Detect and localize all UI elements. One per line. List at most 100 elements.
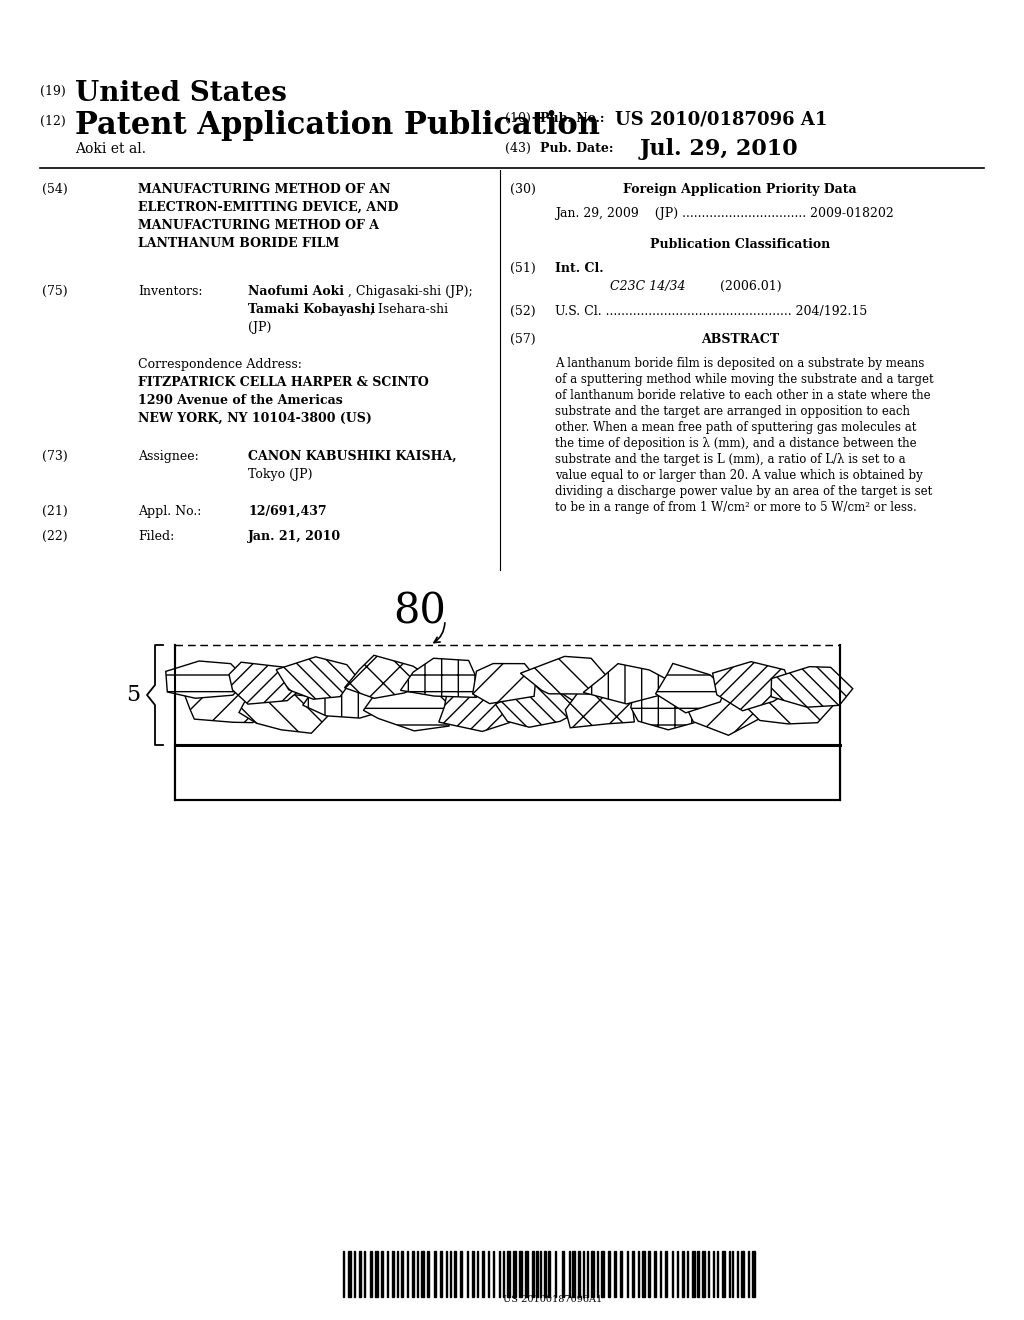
- Text: Pub. No.:: Pub. No.:: [540, 112, 604, 125]
- Polygon shape: [229, 663, 305, 704]
- Polygon shape: [496, 684, 585, 727]
- Text: the time of deposition is λ (mm), and a distance between the: the time of deposition is λ (mm), and a …: [555, 437, 916, 450]
- Polygon shape: [687, 681, 770, 735]
- Text: FITZPATRICK CELLA HARPER & SCINTO: FITZPATRICK CELLA HARPER & SCINTO: [138, 376, 429, 389]
- Text: Filed:: Filed:: [138, 531, 174, 543]
- Text: substrate and the target are arranged in opposition to each: substrate and the target are arranged in…: [555, 405, 910, 418]
- Text: U.S. Cl. ................................................ 204/192.15: U.S. Cl. ...............................…: [555, 305, 867, 318]
- Bar: [597, 1251, 598, 1296]
- Bar: [412, 1251, 414, 1296]
- Bar: [365, 1251, 366, 1296]
- Bar: [455, 1251, 457, 1296]
- Text: (54): (54): [42, 183, 68, 195]
- Text: to be in a range of from 1 W/cm² or more to 5 W/cm² or less.: to be in a range of from 1 W/cm² or more…: [555, 502, 916, 513]
- Text: , Isehara-shi: , Isehara-shi: [370, 304, 449, 315]
- Bar: [392, 1251, 394, 1296]
- Bar: [697, 1251, 698, 1296]
- Bar: [460, 1251, 463, 1296]
- Text: United States: United States: [75, 81, 287, 107]
- Bar: [500, 1251, 501, 1296]
- Bar: [648, 1251, 650, 1296]
- Bar: [175, 645, 840, 744]
- Text: Naofumi Aoki: Naofumi Aoki: [248, 285, 344, 298]
- Polygon shape: [166, 661, 247, 698]
- Text: Tamaki Kobayashi: Tamaki Kobayashi: [248, 304, 375, 315]
- Bar: [532, 1251, 534, 1296]
- Text: (2006.01): (2006.01): [720, 280, 781, 293]
- Bar: [440, 1251, 442, 1296]
- Polygon shape: [565, 686, 634, 727]
- Bar: [450, 1251, 451, 1296]
- Text: (57): (57): [510, 333, 536, 346]
- Bar: [722, 1251, 725, 1296]
- Bar: [677, 1251, 678, 1296]
- Bar: [375, 1251, 379, 1296]
- Text: US 2010/0187096 A1: US 2010/0187096 A1: [615, 110, 827, 128]
- Polygon shape: [520, 656, 609, 694]
- Text: NEW YORK, NY 10104-3800 (US): NEW YORK, NY 10104-3800 (US): [138, 412, 372, 425]
- Text: Int. Cl.: Int. Cl.: [555, 261, 603, 275]
- Bar: [683, 1251, 684, 1296]
- Bar: [387, 1251, 388, 1296]
- Text: MANUFACTURING METHOD OF A: MANUFACTURING METHOD OF A: [138, 219, 379, 232]
- Bar: [702, 1251, 705, 1296]
- Bar: [665, 1251, 668, 1296]
- Bar: [519, 1251, 522, 1296]
- Bar: [549, 1251, 550, 1296]
- Text: Correspondence Address:: Correspondence Address:: [138, 358, 302, 371]
- Text: Publication Classification: Publication Classification: [650, 238, 830, 251]
- Text: (73): (73): [42, 450, 68, 463]
- Text: Aoki et al.: Aoki et al.: [75, 143, 146, 156]
- Bar: [467, 1251, 469, 1296]
- Bar: [578, 1251, 580, 1296]
- Bar: [493, 1251, 494, 1296]
- Text: of a sputtering method while moving the substrate and a target: of a sputtering method while moving the …: [555, 374, 934, 385]
- Bar: [673, 1251, 674, 1296]
- Bar: [401, 1251, 403, 1296]
- Text: of lanthanum boride relative to each other in a state where the: of lanthanum boride relative to each oth…: [555, 389, 931, 403]
- Polygon shape: [276, 657, 355, 700]
- Bar: [370, 1251, 372, 1296]
- Text: (43): (43): [505, 143, 530, 154]
- Bar: [692, 1251, 694, 1296]
- Bar: [488, 1251, 489, 1296]
- Text: (30): (30): [510, 183, 536, 195]
- Bar: [525, 1251, 528, 1296]
- Bar: [601, 1251, 604, 1296]
- Text: 12/691,437: 12/691,437: [248, 506, 327, 517]
- Bar: [620, 1251, 622, 1296]
- Polygon shape: [771, 667, 853, 708]
- Text: MANUFACTURING METHOD OF AN: MANUFACTURING METHOD OF AN: [138, 183, 390, 195]
- Bar: [654, 1251, 656, 1296]
- Bar: [632, 1251, 634, 1296]
- Bar: [748, 1251, 749, 1296]
- Bar: [731, 1251, 733, 1296]
- Bar: [508, 1251, 510, 1296]
- Bar: [660, 1251, 662, 1296]
- Bar: [614, 1251, 616, 1296]
- Text: value equal to or larger than 20. A value which is obtained by: value equal to or larger than 20. A valu…: [555, 469, 923, 482]
- Text: A lanthanum boride film is deposited on a substrate by means: A lanthanum boride film is deposited on …: [555, 356, 925, 370]
- Text: (10): (10): [505, 112, 530, 125]
- Text: (19): (19): [40, 84, 66, 98]
- Bar: [642, 1251, 645, 1296]
- Polygon shape: [473, 664, 536, 704]
- Bar: [717, 1251, 719, 1296]
- Text: (21): (21): [42, 506, 68, 517]
- Bar: [571, 1251, 575, 1296]
- Bar: [417, 1251, 418, 1296]
- Polygon shape: [713, 661, 793, 710]
- Text: Jan. 29, 2009    (JP) ................................ 2009-018202: Jan. 29, 2009 (JP) .....................…: [555, 207, 894, 220]
- Bar: [397, 1251, 398, 1296]
- Bar: [359, 1251, 361, 1296]
- Text: Jul. 29, 2010: Jul. 29, 2010: [640, 139, 799, 160]
- Text: 80: 80: [393, 590, 446, 632]
- Bar: [541, 1251, 542, 1296]
- Bar: [354, 1251, 355, 1296]
- Bar: [591, 1251, 594, 1296]
- Text: other. When a mean free path of sputtering gas molecules at: other. When a mean free path of sputteri…: [555, 421, 916, 434]
- Text: ABSTRACT: ABSTRACT: [701, 333, 779, 346]
- Text: LANTHANUM BORIDE FILM: LANTHANUM BORIDE FILM: [138, 238, 339, 249]
- Polygon shape: [655, 664, 725, 713]
- Text: (12): (12): [40, 115, 66, 128]
